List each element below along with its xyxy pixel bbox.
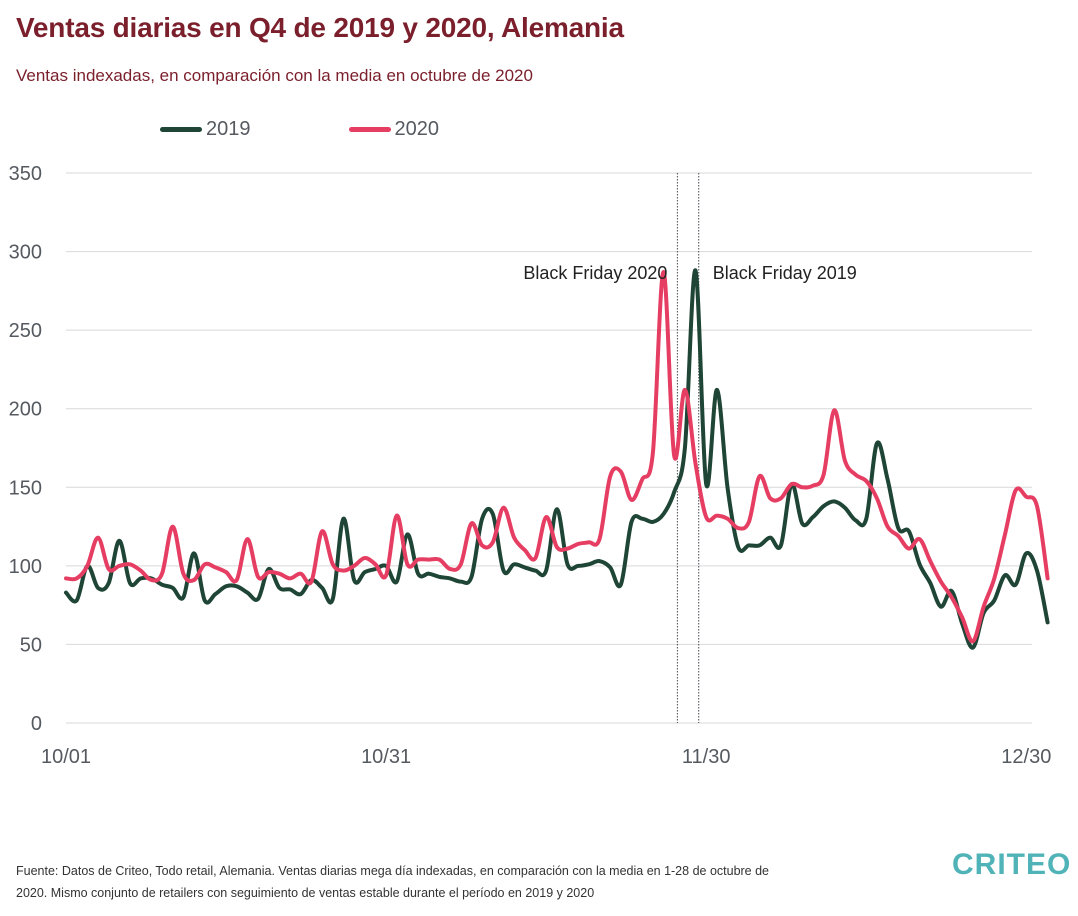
line-chart: Black Friday 2020 Black Friday 2019 0 50 10… xyxy=(9,163,1052,768)
y-tick-label: 250 xyxy=(9,320,42,342)
y-axis: 0 50 100 150 200 250 300 350 xyxy=(9,163,42,735)
legend-label-2020: 2020 xyxy=(394,118,440,140)
y-tick-label: 300 xyxy=(9,242,42,264)
series-line-2019 xyxy=(64,268,1050,650)
series-lines xyxy=(64,268,1050,650)
y-tick-label: 150 xyxy=(9,477,42,499)
y-tick-label: 350 xyxy=(9,163,42,185)
legend-swatch-2019 xyxy=(160,127,202,132)
legend-swatch-2020 xyxy=(348,127,391,132)
x-tick-label: 10/31 xyxy=(361,746,411,768)
legend-item-2019: 2019 xyxy=(160,118,251,141)
annotation-label: Black Friday 2020 xyxy=(523,263,667,283)
x-tick-label: 11/30 xyxy=(682,746,731,768)
x-axis: 10/01 10/31 11/30 12/30 xyxy=(41,746,1051,768)
legend: 2019 2020 xyxy=(160,118,537,141)
y-tick-label: 50 xyxy=(20,634,42,656)
legend-item-2020: 2020 xyxy=(348,118,440,141)
series-line-2020 xyxy=(64,269,1050,644)
source-note: Fuente: Datos de Criteo, Todo retail, Al… xyxy=(16,864,770,900)
gridlines xyxy=(66,172,1032,724)
annotation-labels: Black Friday 2020 Black Friday 2019 xyxy=(523,263,856,283)
y-tick-label: 100 xyxy=(9,556,42,578)
criteo-logo: CRITEO xyxy=(952,848,1072,881)
annotation-lines xyxy=(676,173,700,723)
y-tick-label: 200 xyxy=(9,399,42,421)
x-tick-label: 12/30 xyxy=(1001,746,1051,768)
y-tick-label: 0 xyxy=(31,713,42,735)
annotation-label: Black Friday 2019 xyxy=(713,263,857,283)
chart-subtitle: Ventas indexadas, en comparación con la … xyxy=(16,66,533,85)
x-tick-label: 10/01 xyxy=(41,746,91,768)
legend-label-2019: 2019 xyxy=(206,118,251,140)
chart-title: Ventas diarias en Q4 de 2019 y 2020, Ale… xyxy=(16,12,624,43)
